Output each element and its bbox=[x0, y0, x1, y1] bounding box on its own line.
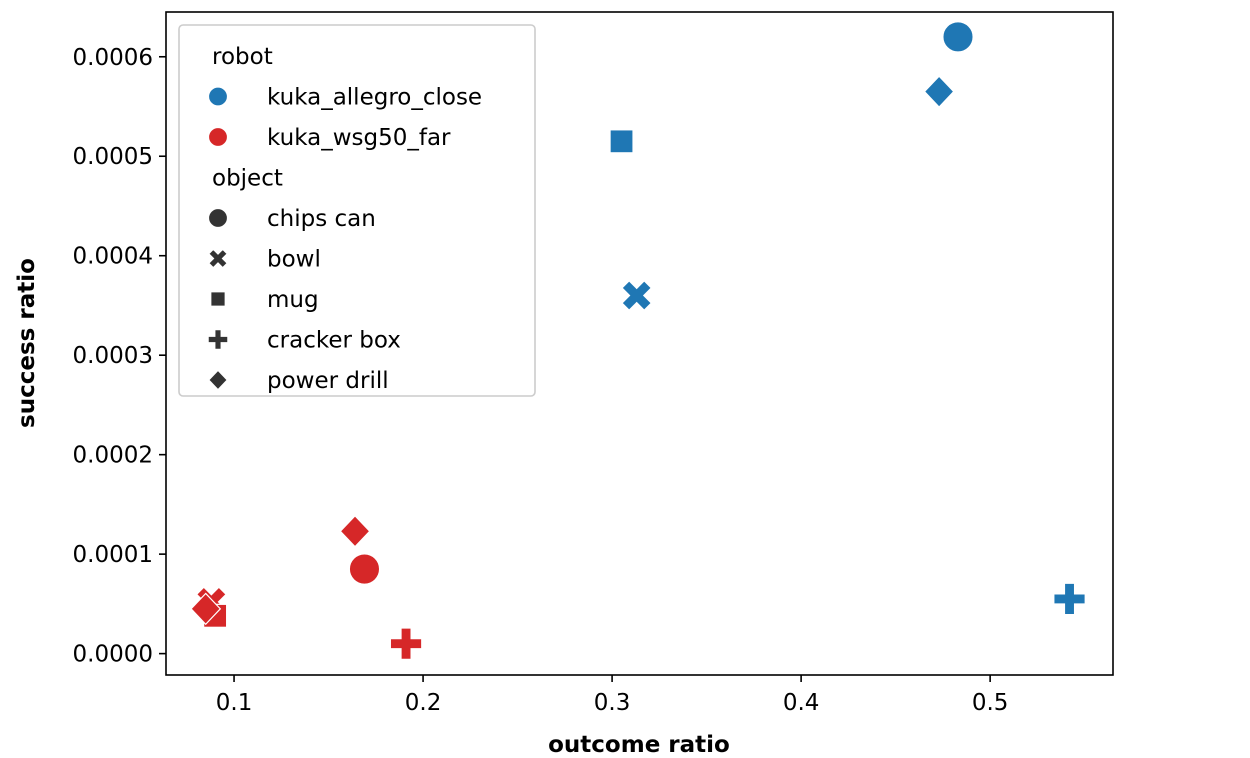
legend-title-robot: robot bbox=[212, 44, 273, 70]
data-point-chips-can bbox=[942, 21, 974, 53]
data-point-mug bbox=[609, 129, 634, 154]
data-points bbox=[190, 21, 1086, 660]
legend-label: chips can bbox=[267, 206, 376, 232]
legend-marker-kuka_wsg50_far bbox=[207, 126, 229, 148]
x-axis-title: outcome ratio bbox=[548, 732, 730, 758]
legend-label: power drill bbox=[267, 368, 389, 394]
y-axis-title: success ratio bbox=[14, 258, 40, 428]
legend-marker-kuka_allegro_close bbox=[207, 86, 229, 107]
y-tick-label: 0.0002 bbox=[73, 443, 153, 469]
legend-label: mug bbox=[267, 287, 319, 313]
y-tick-label: 0.0003 bbox=[73, 343, 153, 369]
legend-marker-cracker-box bbox=[207, 329, 229, 350]
legend-label: kuka_wsg50_far bbox=[267, 125, 451, 151]
data-point-cracker-box bbox=[389, 627, 423, 660]
legend-marker-bowl bbox=[207, 248, 229, 269]
y-tick-label: 0.0001 bbox=[73, 542, 153, 568]
data-point-power-drill bbox=[190, 592, 222, 626]
legend-label: cracker box bbox=[267, 328, 401, 354]
legend-box bbox=[178, 24, 536, 397]
data-point-power-drill bbox=[339, 514, 371, 548]
legend-label: kuka_allegro_close bbox=[267, 85, 482, 111]
y-tick-label: 0.0005 bbox=[73, 144, 153, 170]
legend-title-object: object bbox=[212, 166, 283, 192]
legend-marker-mug bbox=[210, 291, 226, 307]
data-point-cracker-box bbox=[1053, 582, 1086, 616]
data-point-bowl bbox=[621, 280, 653, 312]
data-point-power-drill bbox=[923, 75, 955, 108]
plot-frame bbox=[165, 11, 1114, 676]
legend-marker-chips-can bbox=[207, 207, 229, 229]
x-tick-label: 0.5 bbox=[972, 690, 1009, 716]
legend: robot kuka_allegro_close kuka_wsg50_farobj… bbox=[178, 24, 536, 397]
x-tick-label: 0.3 bbox=[594, 690, 631, 716]
legend-entries: robot kuka_allegro_close kuka_wsg50_farobj… bbox=[207, 44, 482, 394]
x-tick-label: 0.4 bbox=[783, 690, 820, 716]
y-axis-ticks: 0.0000 0.0001 0.0002 0.0003 0.0004 0.0005 0.00… bbox=[73, 45, 166, 668]
data-point-chips-can bbox=[348, 553, 381, 585]
x-tick-label: 0.2 bbox=[405, 690, 442, 716]
x-tick-label: 0.1 bbox=[216, 690, 253, 716]
legend-label: bowl bbox=[267, 247, 321, 273]
y-tick-label: 0.0006 bbox=[73, 45, 153, 71]
y-tick-label: 0.0000 bbox=[73, 642, 153, 668]
y-tick-label: 0.0004 bbox=[73, 244, 153, 270]
x-axis-ticks: 0.1 0.2 0.3 0.4 0.5 bbox=[216, 675, 1009, 716]
legend-marker-power-drill bbox=[207, 369, 229, 391]
